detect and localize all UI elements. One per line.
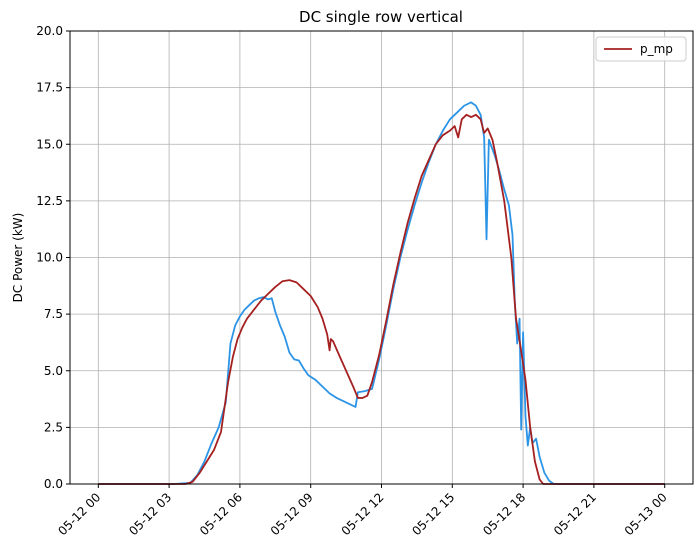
y-tick-label: 5.0	[44, 364, 63, 378]
y-tick-label: 17.5	[36, 81, 63, 95]
y-tick-label: 12.5	[36, 194, 63, 208]
series-line-p_mp	[98, 113, 665, 485]
legend-box	[595, 36, 687, 62]
y-tick-label: 7.5	[44, 307, 63, 321]
y-tick-label: 0.0	[44, 477, 63, 491]
y-tick-label: 10.0	[36, 251, 63, 265]
series-line-series-1	[98, 101, 665, 485]
y-tick-label: 2.5	[44, 420, 63, 434]
y-tick-label: 15.0	[36, 137, 63, 151]
legend: p_mp	[595, 36, 687, 62]
chart-title: DC single row vertical	[299, 8, 463, 26]
series-layer	[98, 101, 665, 485]
legend-label: p_mp	[640, 42, 673, 56]
y-axis: 0.0 2.5 5.0 7.5 10.0 12.5 15.0 17.5 20.0	[36, 24, 70, 491]
y-axis-label: DC Power (kW)	[11, 213, 25, 303]
y-tick-label: 20.0	[36, 24, 63, 38]
